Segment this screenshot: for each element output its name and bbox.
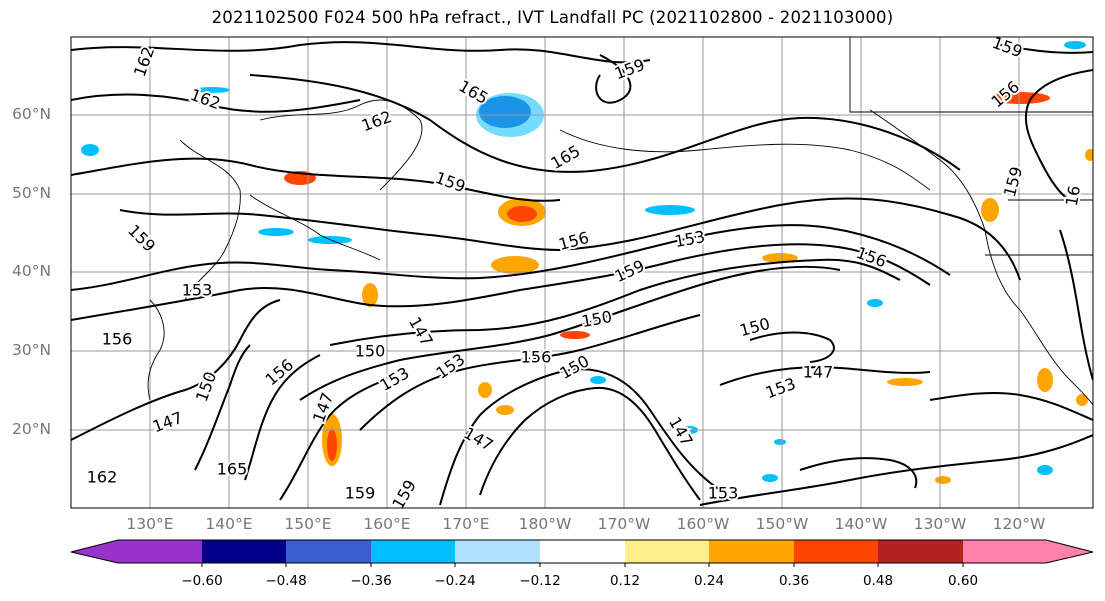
refractivity-contours [71, 41, 1093, 506]
lon-label-140e: 140°E [205, 515, 253, 533]
colorbar-tick-label: −0.24 [434, 573, 476, 589]
colorbar-segment [371, 540, 455, 563]
colorbar-tick-label: 0.12 [609, 573, 641, 589]
colorbar-tick-label: 0.60 [947, 573, 979, 589]
lat-label-60n: 60°N [12, 105, 52, 123]
lat-label-20n: 20°N [12, 420, 52, 438]
lat-label-30n: 30°N [12, 341, 52, 359]
colorbar-segment [286, 540, 371, 563]
contour-label: 159 [990, 33, 1025, 61]
lon-label-130w: 130°W [913, 515, 967, 533]
contour-label: 159 [345, 484, 376, 503]
graticule [71, 37, 1093, 508]
map-title: 2021102500 F024 500 hPa refract., IVT La… [211, 8, 894, 27]
lon-label-150e: 150°E [284, 515, 332, 533]
colorbar [70, 539, 1094, 567]
colorbar-tick-label: 0.24 [693, 573, 725, 589]
colorbar-tick-label: −0.60 [181, 573, 223, 589]
colorbar-segment [455, 540, 540, 563]
contour-label: 162 [87, 468, 118, 487]
colorbar-segment [118, 540, 202, 563]
colorbar-segment [878, 540, 963, 563]
colorbar-tick-label: −0.48 [265, 573, 307, 589]
colorbar-segment [540, 540, 625, 563]
colorbar-segment [963, 540, 1046, 563]
colorbar-tick-label: −0.36 [350, 573, 392, 589]
colorbar-outline [70, 539, 1094, 564]
lon-label-170e: 170°E [442, 515, 490, 533]
lon-label-140w: 140°W [834, 515, 888, 533]
contour-label: 165 [217, 460, 248, 479]
contour-label: 156 [521, 348, 552, 367]
lat-label-50n: 50°N [12, 184, 52, 202]
colorbar-tick-label: −0.12 [519, 573, 561, 589]
lon-label-150w: 150°W [755, 515, 809, 533]
colorbar-segment [202, 540, 286, 563]
contour-label: 153 [708, 484, 739, 503]
lon-label-170w: 170°W [597, 515, 651, 533]
lon-label-120w: 120°W [992, 515, 1046, 533]
coastlines [147, 37, 1093, 406]
colorbar-right-extension [1046, 540, 1093, 563]
contour-label: 147 [803, 363, 834, 382]
contour-label: 153 [182, 281, 213, 300]
lon-label-160e: 160°E [363, 515, 411, 533]
colorbar-segment [709, 540, 794, 563]
plot-frame [70, 36, 1094, 509]
colorbar-tick-label: 0.48 [862, 573, 894, 589]
lon-label-160w: 160°W [676, 515, 730, 533]
contour-label: 156 [102, 330, 133, 349]
contour-label: 150 [355, 342, 386, 361]
colorbar-segment [625, 540, 709, 563]
lat-label-40n: 40°N [12, 262, 52, 280]
contour-label: 16 [1062, 184, 1084, 207]
lon-label-130e: 130°E [126, 515, 174, 533]
lon-label-180w: 180°W [518, 515, 572, 533]
colorbar-tick-label: 0.36 [778, 573, 810, 589]
colorbar-left-extension [71, 540, 118, 563]
colorbar-segment [794, 540, 878, 563]
